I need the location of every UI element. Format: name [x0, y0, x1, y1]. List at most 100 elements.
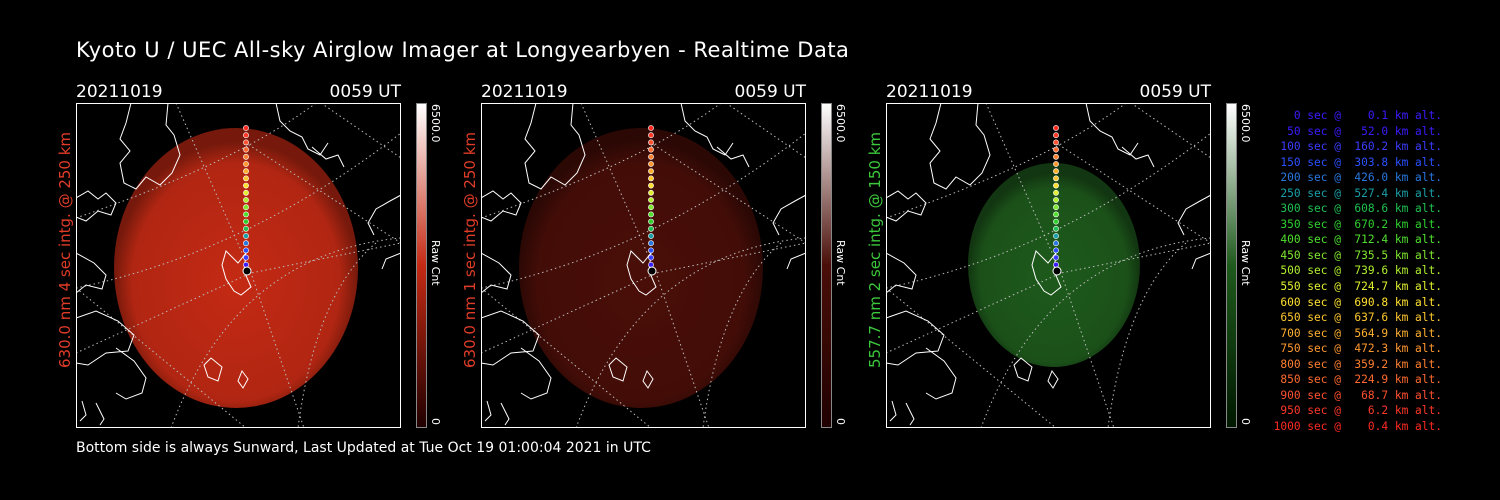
colorbar-unit: Raw Cnt	[834, 240, 847, 286]
coastline	[381, 252, 401, 270]
allsky-image	[481, 103, 806, 428]
trajectory-point	[1053, 197, 1059, 203]
trajectory-point	[1053, 153, 1059, 160]
coastline	[886, 252, 917, 294]
trajectory-point	[648, 233, 654, 239]
panel-date: 20211019	[76, 82, 163, 102]
coastline	[626, 250, 657, 296]
allsky-image	[76, 103, 401, 428]
colorbar-max: 6500.0	[429, 104, 442, 143]
coastline	[886, 310, 945, 366]
trajectory-point	[243, 211, 249, 218]
trajectory-point	[648, 240, 654, 247]
airglow-region	[519, 128, 763, 408]
coastline	[481, 252, 512, 294]
coastline	[524, 103, 586, 190]
trajectory-point	[243, 132, 249, 139]
legend-entry: 750 sec @ 472.3 km alt.	[1273, 342, 1442, 356]
coastline	[1013, 357, 1033, 382]
imager-panel: 20211019 0059 UT 630.0 nm 1 sec intg. @ 25…	[461, 0, 901, 440]
grid-line	[886, 287, 1057, 428]
trajectory-point	[243, 204, 249, 211]
legend-entry: 1000 sec @ 0.4 km alt.	[1273, 419, 1442, 433]
legend-entry: 250 sec @ 527.4 km alt.	[1273, 186, 1442, 200]
legend-entry: 100 sec @ 160.2 km alt.	[1273, 140, 1442, 154]
trajectory-point	[243, 168, 249, 175]
trajectory-point	[243, 161, 249, 167]
coastline	[929, 103, 991, 190]
coastline	[772, 194, 806, 236]
trajectory-point	[648, 161, 654, 167]
coastline	[95, 402, 105, 426]
trajectory-point	[1053, 146, 1059, 153]
panel-wavelength-label: 630.0 nm 4 sec intg. @ 250 km	[56, 131, 74, 368]
trajectory-point	[1053, 204, 1059, 211]
panel-time: 0059 UT	[1139, 82, 1212, 102]
legend-entry: 900 sec @ 68.7 km alt.	[1273, 388, 1442, 402]
footer-note: Bottom side is always Sunward, Last Upda…	[76, 440, 651, 456]
coastline	[886, 190, 927, 222]
legend-entry: 50 sec @ 52.0 km alt.	[1273, 124, 1442, 138]
coastline	[1085, 103, 1139, 156]
trajectory-point	[648, 182, 654, 189]
coastline	[484, 400, 492, 422]
grid-line	[481, 132, 806, 289]
trajectory-point	[1053, 254, 1059, 261]
coastline	[905, 402, 915, 426]
trajectory-point	[1053, 225, 1059, 232]
colorbar-max: 6500.0	[834, 104, 847, 143]
legend-entry: 700 sec @ 564.9 km alt.	[1273, 326, 1442, 340]
coastline	[119, 103, 181, 190]
panel-date: 20211019	[886, 82, 973, 102]
colorbar-min: 0	[429, 418, 442, 425]
trajectory-point	[243, 218, 249, 225]
grid-line	[76, 242, 401, 354]
imager-panel: 20211019 0059 UT 630.0 nm 4 sec intg. @ 25…	[56, 0, 496, 440]
trajectory-point	[648, 132, 654, 139]
grid-line	[245, 142, 401, 244]
station-marker	[647, 266, 657, 276]
trajectory-point	[243, 197, 249, 203]
coastline	[221, 250, 252, 296]
trajectory-point	[648, 189, 654, 196]
panel-time: 0059 UT	[734, 82, 807, 102]
coastline	[925, 347, 957, 400]
coastline	[608, 357, 628, 382]
coastline	[1121, 146, 1155, 168]
trajectory-point	[1053, 240, 1059, 247]
trajectory-point	[648, 146, 654, 153]
legend-entry: 300 sec @ 608.6 km alt.	[1273, 202, 1442, 216]
allsky-image	[886, 103, 1211, 428]
airglow-region	[114, 128, 358, 408]
coastline	[203, 357, 223, 382]
coastline	[481, 190, 522, 222]
grid-line	[1055, 142, 1211, 244]
trajectory-point	[1053, 168, 1059, 175]
trajectory-point	[1053, 182, 1059, 189]
legend-entry: 600 sec @ 690.8 km alt.	[1273, 295, 1442, 309]
image-frame	[886, 103, 1211, 428]
grid-line	[481, 287, 652, 428]
coastline	[76, 310, 135, 366]
trajectory-point	[1053, 189, 1059, 196]
legend-entry: 950 sec @ 6.2 km alt.	[1273, 404, 1442, 418]
legend-entry: 200 sec @ 426.0 km alt.	[1273, 171, 1442, 185]
trajectory-point	[243, 233, 249, 239]
trajectory-point	[648, 225, 654, 232]
trajectory-point	[1053, 132, 1059, 139]
coastline	[481, 310, 540, 366]
grid-line	[980, 237, 1211, 428]
trajectory-point	[648, 153, 654, 160]
legend-entry: 800 sec @ 359.2 km alt.	[1273, 357, 1442, 371]
coastline	[642, 369, 654, 389]
trajectory-point	[243, 153, 249, 160]
coastline	[115, 347, 147, 400]
coastline	[680, 103, 734, 156]
grid-line	[886, 132, 1211, 289]
trajectory-point	[648, 175, 654, 182]
panel-wavelength-label: 557.7 nm 2 sec intg. @ 150 km	[866, 131, 884, 368]
panel-wavelength-label: 630.0 nm 1 sec intg. @ 250 km	[461, 131, 479, 368]
coastline	[79, 400, 87, 422]
grid-line	[886, 242, 1211, 354]
coastline	[1047, 369, 1059, 389]
